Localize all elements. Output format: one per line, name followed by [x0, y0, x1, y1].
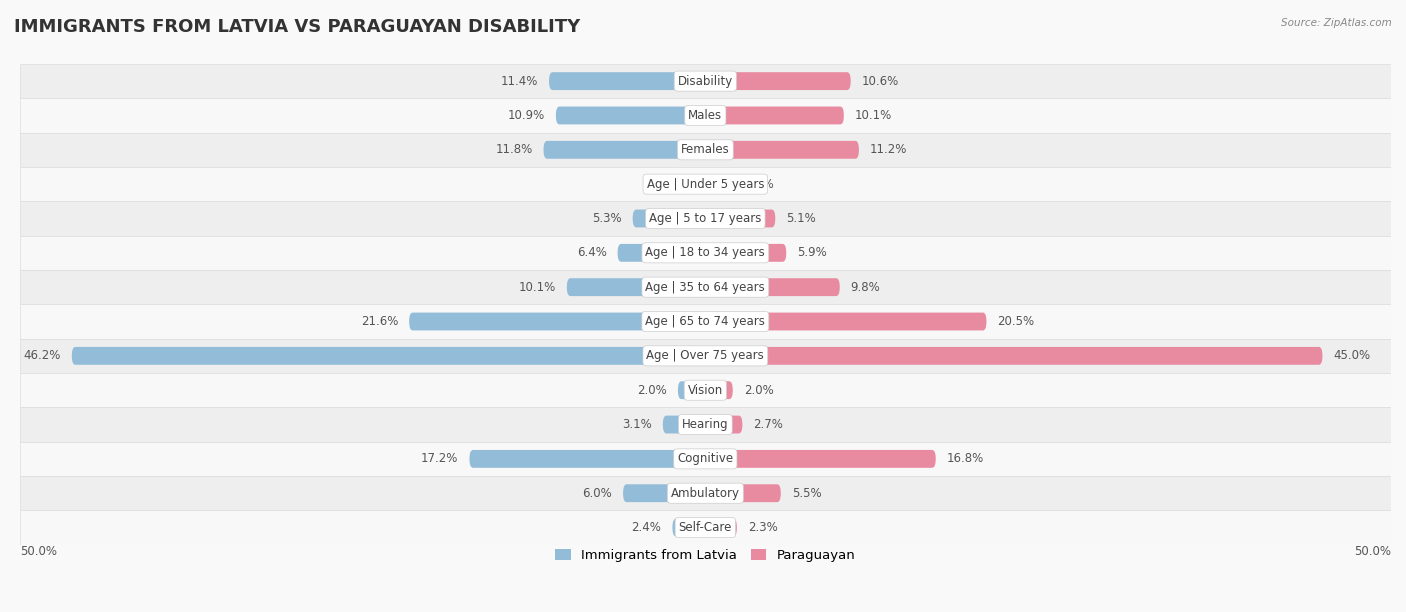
FancyBboxPatch shape: [662, 416, 706, 433]
Text: 5.1%: 5.1%: [786, 212, 815, 225]
FancyBboxPatch shape: [706, 72, 851, 90]
Text: 2.7%: 2.7%: [754, 418, 783, 431]
Text: Age | 35 to 64 years: Age | 35 to 64 years: [645, 281, 765, 294]
Text: 21.6%: 21.6%: [361, 315, 398, 328]
Text: 1.2%: 1.2%: [648, 177, 678, 191]
Text: 5.3%: 5.3%: [592, 212, 621, 225]
FancyBboxPatch shape: [706, 381, 733, 399]
FancyBboxPatch shape: [706, 518, 737, 537]
Text: Age | Over 75 years: Age | Over 75 years: [647, 349, 765, 362]
FancyBboxPatch shape: [470, 450, 706, 468]
FancyBboxPatch shape: [20, 304, 1391, 338]
Text: 17.2%: 17.2%: [422, 452, 458, 465]
FancyBboxPatch shape: [706, 175, 733, 193]
FancyBboxPatch shape: [409, 313, 706, 330]
Text: 11.4%: 11.4%: [501, 75, 538, 88]
FancyBboxPatch shape: [20, 99, 1391, 133]
Text: Ambulatory: Ambulatory: [671, 487, 740, 500]
FancyBboxPatch shape: [617, 244, 706, 262]
FancyBboxPatch shape: [72, 347, 706, 365]
FancyBboxPatch shape: [706, 278, 839, 296]
FancyBboxPatch shape: [689, 175, 706, 193]
Text: Age | 65 to 74 years: Age | 65 to 74 years: [645, 315, 765, 328]
Text: 2.0%: 2.0%: [744, 177, 773, 191]
FancyBboxPatch shape: [20, 408, 1391, 442]
Text: 2.0%: 2.0%: [744, 384, 773, 397]
Text: 3.1%: 3.1%: [621, 418, 652, 431]
FancyBboxPatch shape: [20, 476, 1391, 510]
Text: 9.8%: 9.8%: [851, 281, 880, 294]
Text: Hearing: Hearing: [682, 418, 728, 431]
FancyBboxPatch shape: [555, 106, 706, 124]
Text: 10.6%: 10.6%: [862, 75, 898, 88]
Text: 46.2%: 46.2%: [24, 349, 60, 362]
Text: 5.5%: 5.5%: [792, 487, 821, 500]
FancyBboxPatch shape: [706, 484, 780, 502]
Text: 11.8%: 11.8%: [495, 143, 533, 156]
FancyBboxPatch shape: [20, 270, 1391, 304]
Text: Age | 5 to 17 years: Age | 5 to 17 years: [650, 212, 762, 225]
FancyBboxPatch shape: [20, 167, 1391, 201]
Text: Age | Under 5 years: Age | Under 5 years: [647, 177, 763, 191]
FancyBboxPatch shape: [20, 133, 1391, 167]
Text: 16.8%: 16.8%: [946, 452, 984, 465]
Text: 5.9%: 5.9%: [797, 247, 827, 259]
FancyBboxPatch shape: [567, 278, 706, 296]
FancyBboxPatch shape: [20, 201, 1391, 236]
FancyBboxPatch shape: [706, 416, 742, 433]
Text: 2.3%: 2.3%: [748, 521, 778, 534]
FancyBboxPatch shape: [623, 484, 706, 502]
FancyBboxPatch shape: [20, 64, 1391, 99]
Text: Males: Males: [689, 109, 723, 122]
FancyBboxPatch shape: [706, 347, 1323, 365]
Text: 45.0%: 45.0%: [1333, 349, 1371, 362]
Text: Vision: Vision: [688, 384, 723, 397]
Text: 10.1%: 10.1%: [855, 109, 891, 122]
Text: 2.4%: 2.4%: [631, 521, 661, 534]
Text: 6.4%: 6.4%: [576, 247, 606, 259]
FancyBboxPatch shape: [706, 244, 786, 262]
Text: 50.0%: 50.0%: [1354, 545, 1391, 558]
FancyBboxPatch shape: [672, 518, 706, 537]
FancyBboxPatch shape: [544, 141, 706, 159]
Text: Cognitive: Cognitive: [678, 452, 734, 465]
Text: 50.0%: 50.0%: [20, 545, 56, 558]
Text: 10.1%: 10.1%: [519, 281, 555, 294]
Text: Source: ZipAtlas.com: Source: ZipAtlas.com: [1281, 18, 1392, 28]
FancyBboxPatch shape: [20, 236, 1391, 270]
FancyBboxPatch shape: [20, 373, 1391, 408]
Text: Disability: Disability: [678, 75, 733, 88]
Text: 10.9%: 10.9%: [508, 109, 546, 122]
Text: 2.0%: 2.0%: [637, 384, 666, 397]
Text: 11.2%: 11.2%: [870, 143, 907, 156]
Text: IMMIGRANTS FROM LATVIA VS PARAGUAYAN DISABILITY: IMMIGRANTS FROM LATVIA VS PARAGUAYAN DIS…: [14, 18, 581, 36]
Text: 6.0%: 6.0%: [582, 487, 612, 500]
Legend: Immigrants from Latvia, Paraguayan: Immigrants from Latvia, Paraguayan: [550, 543, 860, 567]
Text: Self-Care: Self-Care: [679, 521, 733, 534]
FancyBboxPatch shape: [706, 106, 844, 124]
FancyBboxPatch shape: [706, 141, 859, 159]
FancyBboxPatch shape: [20, 510, 1391, 545]
FancyBboxPatch shape: [678, 381, 706, 399]
FancyBboxPatch shape: [20, 442, 1391, 476]
FancyBboxPatch shape: [706, 209, 775, 228]
FancyBboxPatch shape: [706, 313, 987, 330]
Text: Age | 18 to 34 years: Age | 18 to 34 years: [645, 247, 765, 259]
Text: Females: Females: [681, 143, 730, 156]
FancyBboxPatch shape: [706, 450, 936, 468]
Text: 20.5%: 20.5%: [997, 315, 1035, 328]
FancyBboxPatch shape: [20, 338, 1391, 373]
FancyBboxPatch shape: [548, 72, 706, 90]
FancyBboxPatch shape: [633, 209, 706, 228]
